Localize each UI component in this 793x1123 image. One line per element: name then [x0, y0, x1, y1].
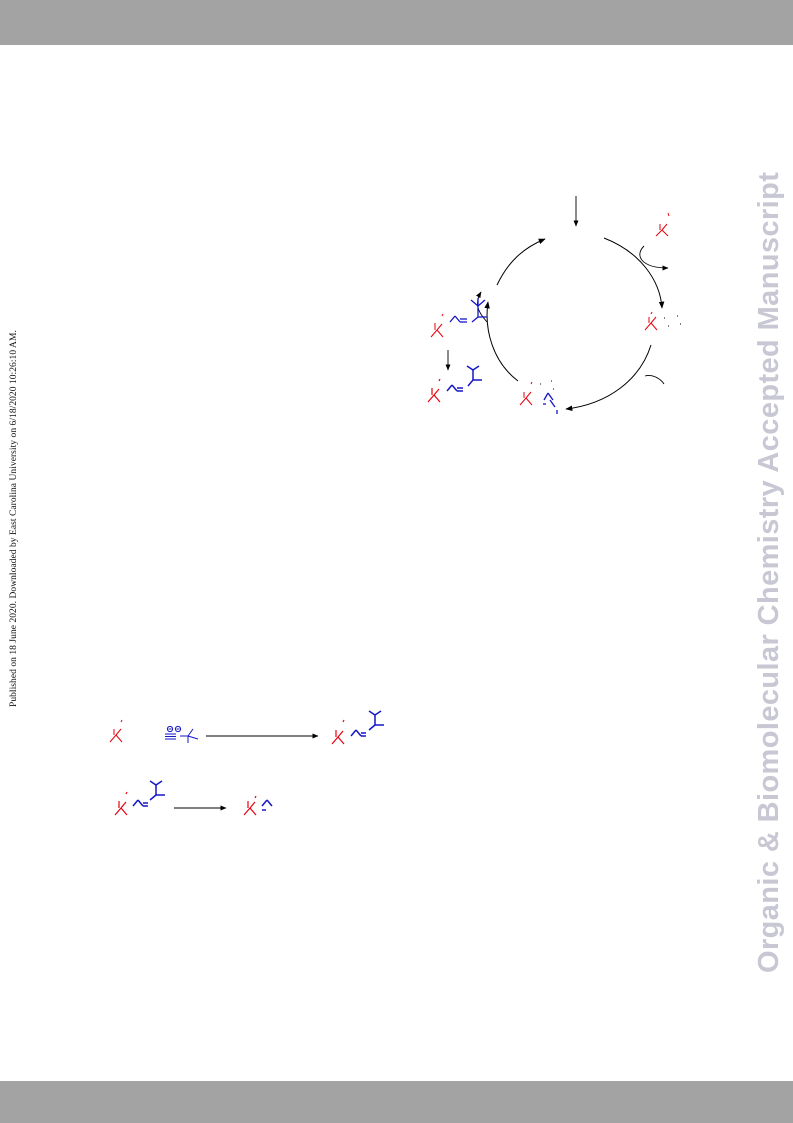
cycle-arrow-2	[565, 344, 652, 412]
product-blue-2	[261, 799, 273, 811]
header-band	[0, 0, 793, 45]
side-arrow-out	[639, 245, 669, 271]
blue-fragment-bottom	[543, 392, 558, 414]
reactant-blue-2	[132, 780, 165, 807]
red-fragment-left-upper	[430, 313, 444, 338]
reactant-red-2	[114, 791, 128, 816]
product-blue-1	[350, 710, 384, 737]
reactant-blue-1	[165, 725, 199, 743]
red-fragment-bottom	[519, 381, 533, 406]
reactant-red-1	[109, 719, 123, 743]
red-fragment-top-right	[655, 212, 670, 237]
product-red-1	[331, 719, 345, 745]
black-dots-right	[664, 315, 681, 327]
cycle-arrow-1	[603, 237, 665, 309]
red-fragment-left-lower	[427, 378, 441, 403]
product-red-2	[243, 795, 257, 816]
side-arrow-in	[644, 375, 665, 385]
footer-band	[0, 1081, 793, 1123]
blue-fragment-left-upper	[449, 298, 487, 323]
cycle-arrow-4	[496, 238, 546, 286]
red-fragment-right	[644, 311, 658, 331]
cycle-arrow-3	[484, 301, 519, 382]
blue-fragment-left-lower	[446, 365, 482, 392]
black-dots-bottom	[540, 380, 554, 390]
